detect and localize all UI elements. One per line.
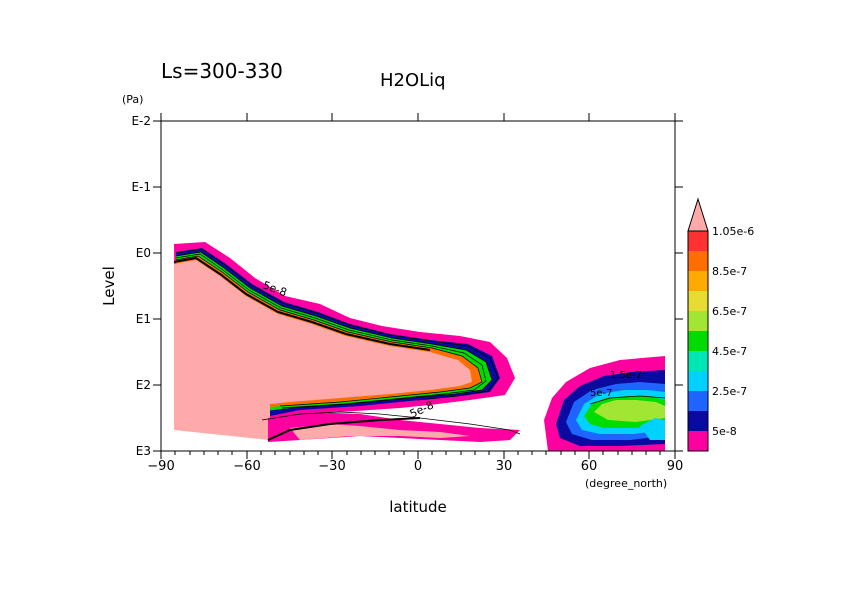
contour-fill <box>173 242 666 451</box>
colorbar-label: 8.5e-7 <box>712 265 747 278</box>
colorbar-swatch <box>688 351 708 371</box>
y-tick-label: E-1 <box>131 180 151 194</box>
x-tick-label: −30 <box>318 459 345 474</box>
chart-subtitle: Ls=300-330 <box>161 59 283 83</box>
y-tick-label: E2 <box>136 378 151 392</box>
contour-region-north-inner <box>640 418 665 440</box>
colorbar: 1.05e-6 8.5e-7 6.5e-7 4.5e-7 2.5e-7 5e-8 <box>687 197 754 452</box>
colorbar-swatch <box>688 251 708 271</box>
x-tick-label: 0 <box>414 459 422 474</box>
colorbar-label: 1.05e-6 <box>712 225 754 238</box>
contour-line-thick <box>173 256 431 351</box>
colorbar-label: 2.5e-7 <box>712 385 747 398</box>
y-tick-label: E0 <box>136 246 151 260</box>
x-axis-unit: (degree_north) <box>585 477 667 490</box>
y-tick-label: E1 <box>136 312 151 326</box>
colorbar-swatch <box>688 311 708 331</box>
x-axis-label: latitude <box>389 498 447 516</box>
colorbar-swatch <box>688 231 708 251</box>
chart-title: H2OLiq <box>380 70 446 91</box>
contour-label: 5e-7 <box>590 388 613 399</box>
colorbar-swatch <box>688 371 708 391</box>
contour-lines <box>175 248 666 435</box>
y-axis: E-2 E-1 E0 E1 E2 E3 (Pa) Level <box>100 93 683 458</box>
x-tick-label: 90 <box>667 459 684 474</box>
colorbar-swatch <box>688 431 708 451</box>
colorbar-swatch <box>688 271 708 291</box>
contour-region-north-5.5e-7 <box>594 400 665 422</box>
x-tick-label: 60 <box>581 459 598 474</box>
contour-label: 1.5e-7 <box>610 370 642 381</box>
contour-region-surface-core <box>290 424 470 440</box>
x-tick-label: −60 <box>233 459 260 474</box>
x-axis: −90 −60 −30 0 30 60 90 (degree_north) la… <box>147 113 683 516</box>
x-tick-label: −90 <box>147 459 174 474</box>
y-tick-label: E-2 <box>131 114 151 128</box>
y-tick-label: E3 <box>136 444 151 458</box>
colorbar-label: 4.5e-7 <box>712 345 747 358</box>
contour-line-thick-lower <box>267 417 421 441</box>
contour-region-max-lower <box>174 400 270 432</box>
colorbar-label: 6.5e-7 <box>712 305 747 318</box>
x-tick-label: 30 <box>496 459 513 474</box>
colorbar-swatch <box>688 291 708 311</box>
colorbar-swatch <box>688 331 708 351</box>
y-axis-label: Level <box>100 266 118 306</box>
contour-region-max <box>174 260 472 440</box>
colorbar-swatch <box>688 411 708 431</box>
colorbar-overflow-triangle <box>687 197 709 232</box>
colorbar-swatch <box>688 391 708 411</box>
colorbar-label: 5e-8 <box>712 425 737 438</box>
y-axis-unit: (Pa) <box>122 93 143 106</box>
colorbar-frame <box>687 230 709 452</box>
